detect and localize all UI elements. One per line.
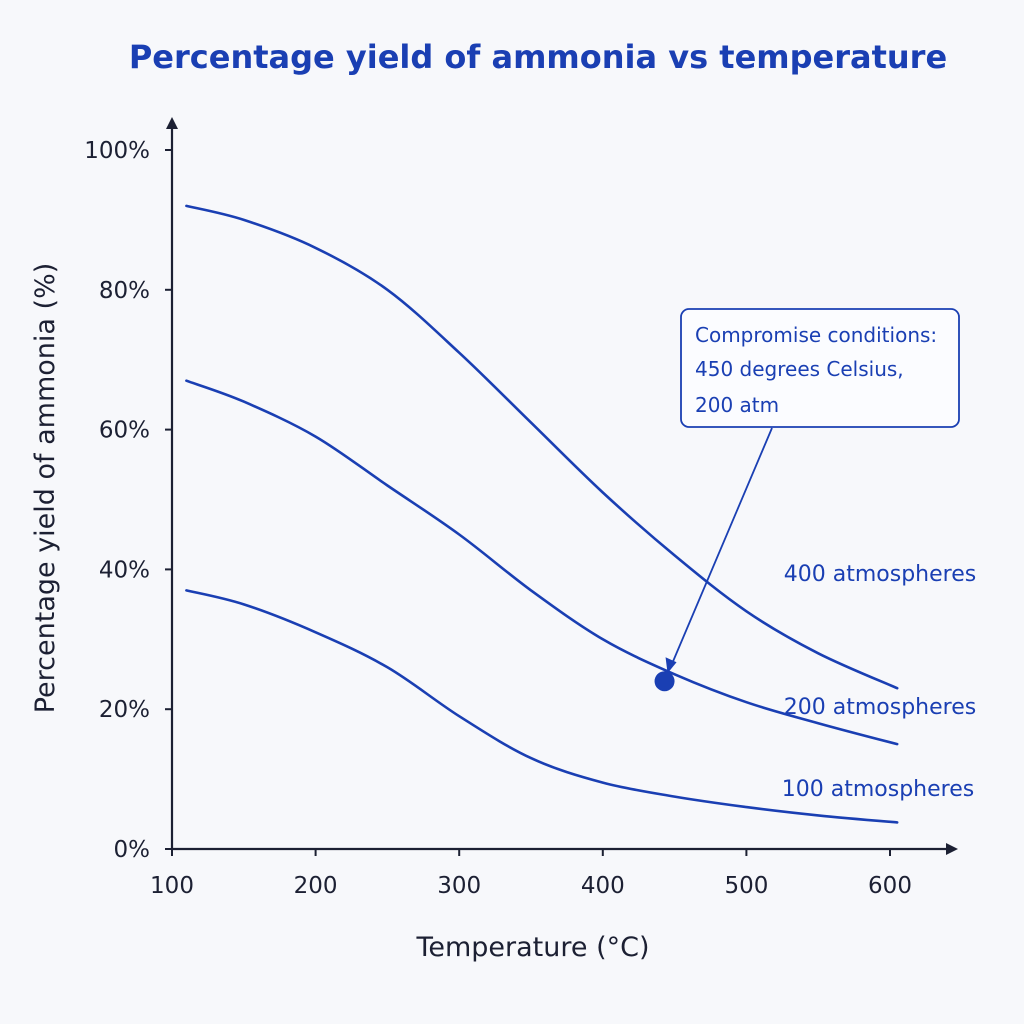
series-label-400: 400 atmospheres <box>784 562 976 587</box>
annotation-box <box>680 308 960 428</box>
series-line-200 <box>185 379 899 746</box>
annotation-text: 200 atm <box>695 393 779 417</box>
annotation: Compromise conditions: 450 degrees Celsiu… <box>654 308 960 692</box>
ticks: 100 200 300 400 500 600 0% 20% 40% 60% 80% 100% <box>84 138 912 899</box>
y-axis-label: Percentage yield of ammonia (%) <box>30 263 61 714</box>
y-tick-label: 80% <box>99 278 150 304</box>
annotation-arrow-line <box>669 427 773 668</box>
y-tick-label: 60% <box>99 418 150 444</box>
x-tick-label: 600 <box>868 873 912 899</box>
series-line-400 <box>185 204 899 690</box>
x-axis-label: Temperature (°C) <box>415 932 649 963</box>
y-axis-arrow <box>166 117 178 129</box>
compromise-point <box>654 671 675 692</box>
x-tick-label: 400 <box>581 873 625 899</box>
x-tick-label: 300 <box>437 873 481 899</box>
x-tick-label: 500 <box>724 873 768 899</box>
y-tick-label: 40% <box>99 557 150 583</box>
annotation-text: Compromise conditions: <box>695 323 937 347</box>
y-tick-label: 20% <box>99 697 150 723</box>
x-tick-label: 200 <box>294 873 338 899</box>
series-line-100 <box>185 589 899 824</box>
series-label-100: 100 atmospheres <box>782 777 974 802</box>
axes <box>166 117 958 855</box>
x-tick-label: 100 <box>150 873 194 899</box>
series-label-200: 200 atmospheres <box>784 695 976 720</box>
chart-title: Percentage yield of ammonia vs temperatu… <box>129 38 947 76</box>
series-layer: 400 atmospheres 200 atmospheres 100 atmosp… <box>185 204 976 824</box>
y-tick-label: 100% <box>84 138 150 164</box>
annotation-arrow-head <box>665 657 677 674</box>
y-tick-label: 0% <box>114 837 151 863</box>
annotation-text: 450 degrees Celsius, <box>695 357 904 381</box>
x-axis-arrow <box>946 843 958 855</box>
